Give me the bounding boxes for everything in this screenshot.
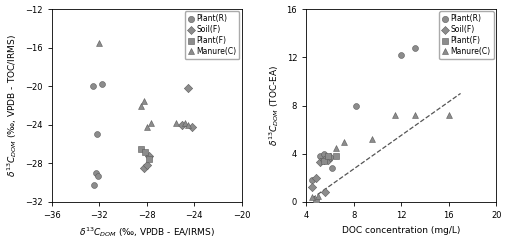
X-axis label: $\delta^{13}C_{DOM}$ (‰, VPDB - EA/IRMS): $\delta^{13}C_{DOM}$ (‰, VPDB - EA/IRMS) (79, 226, 214, 239)
Point (94, 174, 102, 178)
Point (411, 46, 419, 49)
Point (326, 155, 334, 159)
Point (340, 140, 348, 144)
Point (188, 125, 196, 129)
Point (148, 121, 156, 125)
Point (137, 104, 145, 108)
Point (180, 121, 189, 125)
Point (90, 183, 98, 186)
Point (312, 176, 320, 180)
Point (320, 158, 328, 162)
Point (184, 86, 192, 90)
Point (93, 133, 101, 136)
Point (320, 159, 328, 163)
Point (314, 194, 322, 198)
Point (140, 99, 149, 103)
Point (308, 195, 316, 199)
Point (332, 154, 340, 158)
Point (321, 190, 329, 194)
Point (95, 41, 103, 45)
Point (332, 146, 340, 150)
Point (352, 104, 360, 108)
Point (316, 160, 324, 164)
Point (184, 123, 192, 127)
Point (89, 84, 97, 88)
Point (397, 53, 405, 57)
Point (323, 154, 332, 158)
Point (308, 185, 316, 189)
Point (142, 163, 151, 167)
Point (320, 152, 328, 156)
Point (141, 150, 150, 154)
Point (178, 123, 187, 127)
Point (445, 113, 453, 117)
Point (411, 113, 419, 117)
Point (145, 154, 153, 158)
Y-axis label: $\delta^{13}C_{DOM}$ (‰, VPDB - TOC/IRMS): $\delta^{13}C_{DOM}$ (‰, VPDB - TOC/IRMS… (6, 34, 19, 177)
X-axis label: DOC concentration (mg/L): DOC concentration (mg/L) (342, 226, 460, 234)
Point (368, 137, 376, 141)
Point (312, 197, 320, 201)
Point (97, 82, 105, 86)
Point (308, 178, 316, 182)
Point (92, 171, 100, 175)
Point (142, 125, 151, 129)
Legend: Plant(R), Soil(F), Plant(F), Manure(C): Plant(R), Soil(F), Plant(F), Manure(C) (439, 11, 494, 59)
Legend: Plant(R), Soil(F), Plant(F), Manure(C): Plant(R), Soil(F), Plant(F), Manure(C) (185, 11, 239, 59)
Y-axis label: $\delta^{13}C_{DOM}$ (TOC-EA): $\delta^{13}C_{DOM}$ (TOC-EA) (267, 65, 281, 146)
Point (137, 147, 145, 151)
Point (328, 166, 336, 170)
Point (391, 113, 400, 117)
Point (323, 158, 332, 162)
Point (140, 166, 149, 170)
Point (145, 157, 153, 160)
Point (316, 154, 324, 158)
Point (172, 121, 180, 125)
